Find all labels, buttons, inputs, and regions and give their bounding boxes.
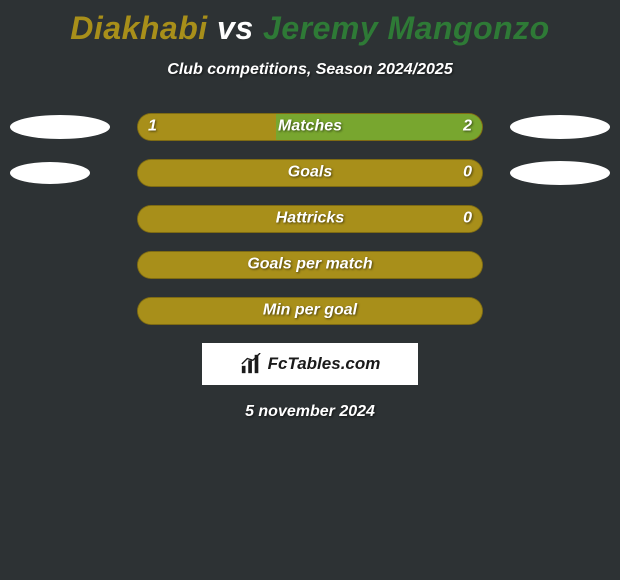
stat-bar: Goals per match [137,251,483,279]
title-vs: vs [217,10,254,46]
stat-row: Goals0 [0,159,620,187]
stat-bar: Hattricks0 [137,205,483,233]
stat-bar-right [310,160,482,186]
stat-bar-right [310,252,482,278]
stat-bar-left [138,206,310,232]
player-right-name: Jeremy Mangonzo [263,10,550,46]
stat-bar: Min per goal [137,297,483,325]
bar-chart-icon [240,353,262,375]
stat-row: Min per goal [0,297,620,325]
attribution-text: FcTables.com [268,354,381,374]
comparison-title: Diakhabi vs Jeremy Mangonzo [0,0,620,47]
player-left-marker [10,115,110,139]
stat-bar-left [138,252,310,278]
date-label: 5 november 2024 [0,403,620,421]
player-right-marker [510,115,610,139]
stat-bar: Goals0 [137,159,483,187]
stat-bar-left [138,114,276,140]
stat-bar-right [276,114,482,140]
stat-bar-right [310,298,482,324]
comparison-chart: Matches12 Goals0 Hattricks0 Goals per match… [0,113,620,325]
stat-bar: Matches12 [137,113,483,141]
subtitle: Club competitions, Season 2024/2025 [0,61,620,79]
stat-bar-left [138,298,310,324]
player-right-marker [510,161,610,185]
stat-row: Goals per match [0,251,620,279]
stat-row: Matches12 [0,113,620,141]
attribution-badge: FcTables.com [202,343,418,385]
stat-bar-right [310,206,482,232]
stat-bar-left [138,160,310,186]
stat-row: Hattricks0 [0,205,620,233]
player-left-marker [10,162,90,184]
player-left-name: Diakhabi [70,10,207,46]
